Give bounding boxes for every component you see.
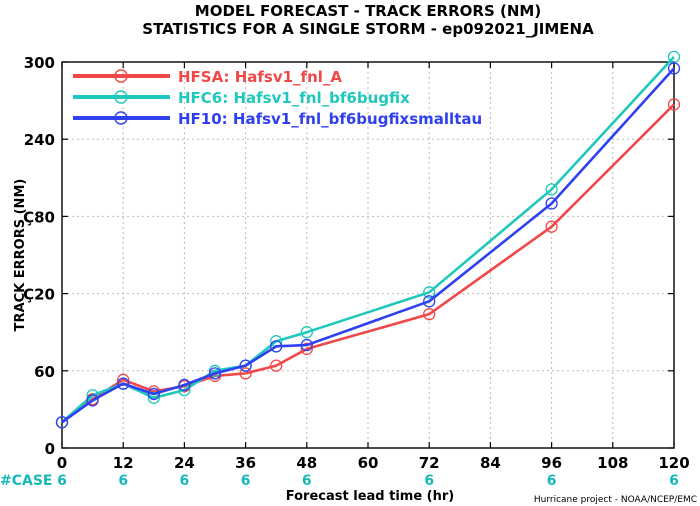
x-tick-label: 24 xyxy=(174,454,195,472)
data-point xyxy=(208,367,222,380)
x-tick-label: 84 xyxy=(480,454,501,472)
y-axis-label: TRACK ERRORS (NM) xyxy=(13,179,28,332)
case-counts: 6 6 6 6 6 6 6 6 xyxy=(57,473,679,489)
case-count: 6 xyxy=(118,473,128,489)
data-point xyxy=(117,373,130,386)
data-point xyxy=(545,197,558,210)
data-point xyxy=(545,183,558,196)
y-tick-label: Ç20 xyxy=(23,286,55,304)
data-point xyxy=(178,378,191,392)
case-count: 6 xyxy=(302,473,312,489)
case-count: 6 xyxy=(424,473,434,489)
x-tick-label: 36 xyxy=(235,454,256,472)
legend-label: HFSA: Hafsv1_fnl_A xyxy=(178,68,342,86)
data-point xyxy=(147,391,160,404)
x-tick-label: 0 xyxy=(57,454,67,472)
y-tick-label: 240 xyxy=(24,131,55,149)
data-point xyxy=(300,338,313,352)
data-point xyxy=(667,62,681,75)
credit-text: Hurricane project - NOAA/NCEP/EMC xyxy=(534,495,697,505)
data-point xyxy=(423,308,436,321)
legend-marker xyxy=(114,90,128,104)
x-tick-label: 72 xyxy=(419,454,440,472)
case-count: 6 xyxy=(180,473,190,489)
x-tick-label: 120 xyxy=(658,454,689,472)
y-tick-label: 60 xyxy=(34,363,55,381)
data-point xyxy=(117,377,130,390)
x-tick-label: 12 xyxy=(113,454,134,472)
data-point xyxy=(423,295,436,308)
x-tick-label: 96 xyxy=(541,454,562,472)
grid-lines xyxy=(62,62,674,448)
y-tick-label: 300 xyxy=(24,54,55,72)
case-count: 6 xyxy=(547,473,557,489)
data-point xyxy=(86,394,99,407)
x-axis-label: Forecast lead time (hr) xyxy=(286,489,454,504)
series-lines xyxy=(55,50,681,429)
data-point xyxy=(270,340,283,353)
data-point xyxy=(55,416,69,429)
case-count-label: #CASE xyxy=(0,473,53,489)
data-point xyxy=(423,286,436,299)
x-tick-label: 60 xyxy=(358,454,379,472)
legend: HFSA: Hafsv1_fnl_A HFC6: Hafsv1_fnl_bf6bu… xyxy=(73,68,482,128)
series-group xyxy=(55,62,681,429)
case-count: 6 xyxy=(57,473,67,489)
data-point xyxy=(147,387,160,401)
legend-marker xyxy=(114,111,128,125)
chart-title-line2: STATISTICS FOR A SINGLE STORM - ep092021… xyxy=(142,20,594,38)
legend-marker xyxy=(114,69,128,83)
legend-label: HF10: Hafsv1_fnl_bf6bugfixsmalltau xyxy=(178,110,482,128)
legend-label: HFC6: Hafsv1_fnl_bf6bugfix xyxy=(178,89,410,107)
data-point xyxy=(239,359,252,372)
data-point xyxy=(545,220,558,233)
data-point xyxy=(300,342,313,356)
chart-title-line1: MODEL FORECAST - TRACK ERRORS (NM) xyxy=(195,2,541,20)
axis-ticks: 0 12 24 36 48 60 72 84 96 108 120 0 60 Ç20 Ç80 240 300 xyxy=(23,54,690,472)
case-count: 6 xyxy=(669,473,679,489)
data-point xyxy=(239,367,252,380)
data-point xyxy=(270,359,283,372)
x-tick-label: 108 xyxy=(597,454,628,472)
y-tick-label: 0 xyxy=(45,440,55,458)
data-point xyxy=(667,98,681,111)
x-tick-label: 48 xyxy=(296,454,317,472)
y-tick-label: Ç80 xyxy=(23,208,55,226)
data-point xyxy=(300,326,313,339)
case-count: 6 xyxy=(241,473,251,489)
